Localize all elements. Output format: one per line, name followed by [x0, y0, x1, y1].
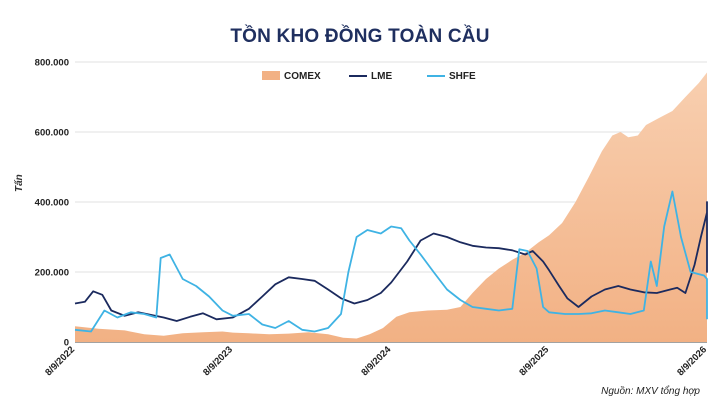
chart-title: TỒN KHO ĐỒNG TOÀN CẦU	[230, 26, 490, 47]
legend-label-comex: COMEX	[284, 71, 321, 82]
x-tick-label: 8/9/2025	[517, 344, 551, 378]
source-note: Nguồn: MXV tổng hợp	[601, 386, 700, 397]
legend: COMEX LME SHFE	[262, 71, 476, 82]
legend-swatch-comex	[262, 71, 280, 80]
legend-label-lme: LME	[371, 71, 392, 82]
series-comex-area	[75, 72, 707, 342]
x-tick-label: 8/9/2024	[359, 344, 393, 378]
y-tick-label: 600.000	[35, 128, 69, 139]
series-lme-line	[74, 201, 708, 322]
series-layer	[74, 72, 708, 342]
y-tick-label: 200.000	[35, 268, 69, 279]
x-tick-label: 8/9/2022	[43, 344, 77, 378]
x-tick-label: 8/9/2023	[201, 344, 235, 378]
x-tick-label: 8/9/2026	[675, 344, 709, 378]
y-tick-label: 400.000	[35, 198, 69, 209]
y-tick-label: 800.000	[35, 58, 69, 69]
y-tick-label: 0	[64, 338, 69, 349]
series-shfe-line	[74, 190, 708, 333]
legend-label-shfe: SHFE	[449, 71, 476, 82]
